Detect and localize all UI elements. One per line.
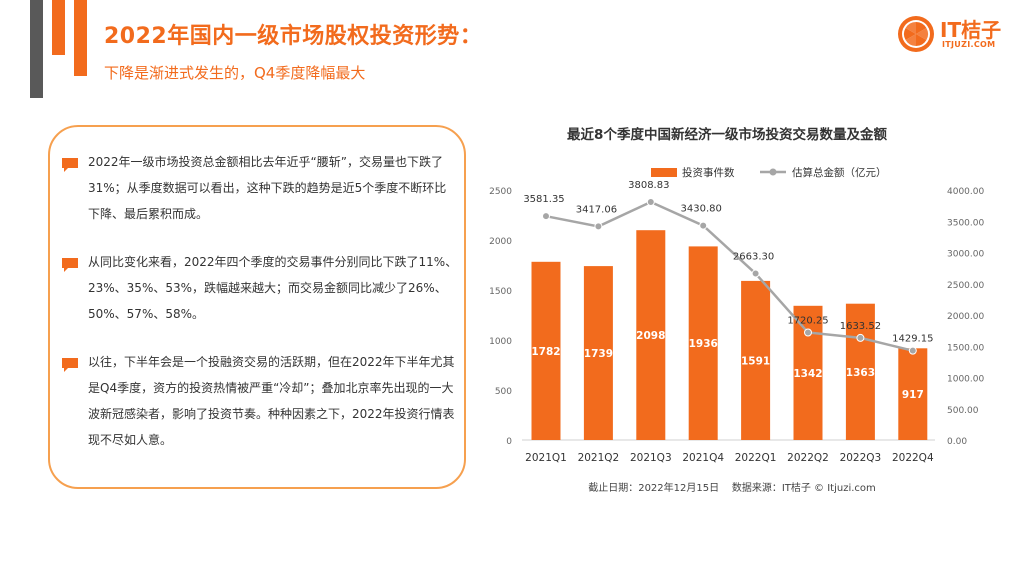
orange-slice-icon [898,16,934,52]
speech-bubble-icon [61,157,79,172]
decor-bar-dark [30,0,43,98]
y-right-tick-label: 2500.00 [947,281,984,291]
x-tick-label: 2021Q1 [525,452,567,464]
bar-value-label: 1739 [584,348,613,360]
bar-2021Q4 [688,246,718,440]
legend-label-line: 估算总金额（亿元） [792,166,887,179]
amount-value-label: 3430.80 [681,204,722,215]
legend-swatch-bar [651,168,677,177]
amount-value-label: 1429.15 [892,334,933,345]
x-tick-label: 2022Q3 [840,452,882,464]
chart-footnote: 截止日期：2022年12月15日 数据来源：IT桔子 © Itjuzi.com [588,481,876,494]
amount-point-2022Q3 [856,333,865,342]
summary-paragraph-2: 从同比变化来看，2022年四个季度的交易事件分别同比下跌了11%、23%、35%… [88,255,458,321]
x-tick-label: 2022Q1 [735,452,777,464]
amount-point-2021Q2 [594,222,603,231]
y-left-tick-label: 1500 [489,287,512,297]
x-tick-label: 2021Q4 [682,452,724,464]
bar-2022Q4 [898,348,928,440]
bar-value-label: 1936 [689,338,718,350]
amount-value-label: 3581.35 [523,194,564,205]
y-left-tick-label: 2000 [489,237,512,247]
amount-value-label: 3417.06 [576,204,617,215]
decor-bar-orange-2 [74,0,87,76]
y-right-tick-label: 1000.00 [947,375,984,385]
y-right-tick-label: 4000.00 [947,187,984,197]
bar-2022Q1 [741,280,771,440]
amount-value-label: 2663.30 [733,252,774,263]
bar-value-label: 1342 [793,368,822,380]
y-right-tick-label: 3000.00 [947,250,984,260]
bar-value-label: 917 [902,389,924,401]
summary-panel: 2022年一级市场投资总金额相比去年近乎“腰斩”，交易量也下跌了31%；从季度数… [48,125,466,489]
y-left-tick-label: 2500 [489,187,512,197]
summary-paragraph-3: 以往，下半年会是一个投融资交易的活跃期，但在2022年下半年尤其是Q4季度，资方… [88,355,455,447]
bar-2022Q3 [845,303,875,440]
amount-value-label: 3808.83 [628,180,669,191]
amount-point-2022Q1 [751,269,760,278]
y-left-tick-label: 500 [495,387,512,397]
bar-2021Q1 [531,261,561,440]
page-title: 2022年国内一级市场股权投资形势： [104,24,483,49]
summary-paragraph-1: 2022年一级市场投资总金额相比去年近乎“腰斩”，交易量也下跌了31%；从季度数… [88,155,447,221]
amount-point-2022Q2 [804,328,812,337]
amount-value-label: 1720.25 [787,315,828,326]
y-right-tick-label: 1500.00 [947,343,984,353]
x-tick-label: 2022Q4 [892,452,934,464]
x-tick-label: 2021Q3 [630,452,672,464]
bar-value-label: 2098 [636,330,665,342]
amount-point-2022Q4 [908,346,917,355]
chart-title: 最近8个季度中国新经济一级市场投资交易数量及金额 [567,126,887,143]
legend-label-bar: 投资事件数 [682,166,735,179]
y-right-tick-label: 0.00 [947,437,967,447]
legend-swatch-marker [769,168,777,176]
bar-2021Q3 [636,230,666,440]
y-left-tick-label: 0 [506,437,512,447]
y-left-tick-label: 1000 [489,337,512,347]
bar-2022Q2 [793,305,823,440]
decor-bar-orange-1 [52,0,65,55]
brand-logo: IT桔子 ITJUZI.COM [896,14,1016,54]
speech-bubble-icon [61,257,79,272]
y-right-tick-label: 3500.00 [947,218,984,228]
logo-subtext: ITJUZI.COM [942,40,996,49]
amount-point-2021Q3 [646,197,655,206]
logo-text: IT桔子 [940,18,1002,42]
bar-value-label: 1591 [741,355,770,367]
bar-value-label: 1782 [531,346,560,358]
bar-2021Q2 [583,266,613,440]
y-right-tick-label: 2000.00 [947,312,984,322]
speech-bubble-icon [61,357,79,372]
amount-value-label: 1633.52 [840,321,881,332]
amount-series-line [545,200,914,352]
y-right-tick-label: 500.00 [947,406,979,416]
amount-point-2021Q1 [542,212,550,221]
x-tick-label: 2022Q2 [787,452,829,464]
bar-value-label: 1363 [846,367,875,379]
page-subtitle: 下降是渐进式发生的，Q4季度降幅最大 [104,64,366,82]
amount-point-2021Q4 [699,221,708,230]
x-tick-label: 2021Q2 [578,452,620,464]
